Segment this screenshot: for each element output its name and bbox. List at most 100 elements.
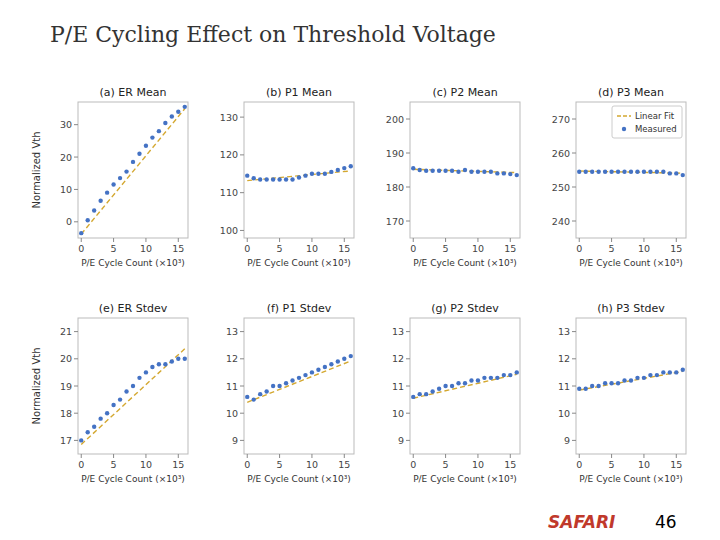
y-tick-label: 270 (552, 114, 570, 125)
plot-frame (244, 318, 354, 454)
y-tick-label: 10 (226, 408, 238, 419)
data-point (271, 384, 275, 388)
data-point (170, 114, 174, 118)
y-tick (572, 413, 576, 414)
data-point (118, 176, 122, 180)
data-point (86, 430, 90, 434)
subplot: (g) P2 Stdev051015910111213P/E Cycle Cou… (392, 302, 520, 484)
data-point (622, 378, 626, 382)
data-point (323, 172, 327, 176)
data-point (629, 378, 633, 382)
y-tick-label: 17 (60, 435, 72, 446)
data-point (111, 182, 115, 186)
y-tick-label: 10 (558, 408, 570, 419)
x-tick-label: 10 (472, 243, 484, 254)
background (0, 0, 720, 540)
data-point (584, 387, 588, 391)
data-point (450, 168, 454, 172)
y-tick-label: 9 (398, 435, 404, 446)
x-tick (279, 454, 280, 458)
subplot: (d) P3 Mean051015240250260270P/E Cycle C… (552, 86, 686, 268)
data-point (596, 384, 600, 388)
legend-swatch (617, 115, 631, 116)
data-point (476, 378, 480, 382)
y-tick (406, 153, 410, 154)
y-tick (240, 386, 244, 387)
data-point (515, 370, 519, 374)
subplot-title: (h) P3 Stdev (597, 302, 665, 315)
data-point (284, 381, 288, 385)
x-tick-label: 10 (140, 459, 152, 470)
x-tick (611, 454, 612, 458)
subplot: (b) P1 Mean051015100110120130P/E Cycle C… (220, 86, 354, 268)
data-point (252, 397, 256, 401)
data-point (577, 387, 581, 391)
data-point (411, 395, 415, 399)
data-point (642, 376, 646, 380)
data-point (469, 378, 473, 382)
y-tick (572, 153, 576, 154)
subplot-title: (g) P2 Stdev (431, 302, 499, 315)
y-tick (572, 187, 576, 188)
data-point (131, 384, 135, 388)
data-point (124, 169, 128, 173)
data-point (303, 173, 307, 177)
y-tick-label: 180 (386, 182, 404, 193)
x-tick-label: 5 (609, 243, 615, 254)
data-point (629, 170, 633, 174)
y-tick (74, 413, 78, 414)
subplot-title: (f) P1 Stdev (267, 302, 332, 315)
data-point (323, 365, 327, 369)
data-point (79, 438, 83, 442)
data-point (463, 168, 467, 172)
subplot: (a) ER Mean0510150102030P/E Cycle Count … (31, 86, 188, 268)
data-point (303, 373, 307, 377)
data-point (310, 172, 314, 176)
x-tick-label: 5 (443, 459, 449, 470)
x-tick (178, 454, 179, 458)
x-tick-label: 5 (277, 243, 283, 254)
data-point (336, 168, 340, 172)
data-point (79, 231, 83, 235)
data-point (349, 164, 353, 168)
x-tick-label: 10 (306, 243, 318, 254)
data-point (603, 381, 607, 385)
data-point (297, 175, 301, 179)
y-tick (240, 358, 244, 359)
x-tick-label: 15 (172, 243, 184, 254)
subplot: (c) P2 Mean051015170180190200P/E Cycle C… (386, 86, 520, 268)
data-point (105, 190, 109, 194)
data-point (590, 170, 594, 174)
data-point (271, 177, 275, 181)
x-tick-label: 5 (609, 459, 615, 470)
data-point (277, 384, 281, 388)
y-tick-label: 120 (220, 149, 238, 160)
fit-line (81, 109, 185, 234)
y-tick (74, 358, 78, 359)
data-point (92, 208, 96, 212)
fit-line (247, 361, 351, 402)
y-tick (406, 187, 410, 188)
fit-line (579, 371, 683, 390)
data-point (616, 381, 620, 385)
x-tick-label: 0 (78, 459, 84, 470)
data-point (411, 166, 415, 170)
data-point (648, 373, 652, 377)
data-point (424, 168, 428, 172)
legend-label: Linear Fit (635, 111, 675, 121)
plot-frame (244, 102, 354, 238)
data-point (635, 170, 639, 174)
data-point (124, 389, 128, 393)
x-axis-label: P/E Cycle Count (×10³) (579, 474, 683, 484)
y-tick (74, 331, 78, 332)
marks (79, 105, 187, 236)
x-tick-label: 0 (244, 243, 250, 254)
data-point (584, 170, 588, 174)
data-point (609, 170, 613, 174)
x-tick-label: 0 (78, 243, 84, 254)
data-point (150, 135, 154, 139)
data-point (264, 177, 268, 181)
x-tick (113, 454, 114, 458)
y-tick-label: 10 (60, 184, 72, 195)
data-point (655, 373, 659, 377)
